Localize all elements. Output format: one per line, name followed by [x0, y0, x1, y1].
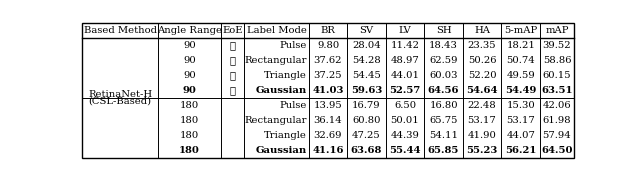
Text: 48.97: 48.97: [390, 56, 419, 65]
Text: 54.28: 54.28: [352, 56, 381, 65]
Text: 90: 90: [183, 71, 196, 80]
Text: (CSL-Based): (CSL-Based): [88, 97, 152, 106]
Text: SH: SH: [436, 26, 451, 35]
Text: 11.42: 11.42: [390, 41, 420, 50]
Text: 64.50: 64.50: [541, 146, 573, 155]
Text: 180: 180: [180, 116, 199, 125]
Text: Based Method: Based Method: [84, 26, 157, 35]
Text: 16.79: 16.79: [352, 101, 381, 110]
Text: 180: 180: [180, 101, 199, 110]
Text: 63.51: 63.51: [541, 86, 573, 95]
Text: 42.06: 42.06: [543, 101, 572, 110]
Text: 53.17: 53.17: [468, 116, 497, 125]
Text: EoE: EoE: [222, 26, 243, 35]
Text: 50.26: 50.26: [468, 56, 496, 65]
Text: 41.03: 41.03: [312, 86, 344, 95]
Text: ✓: ✓: [229, 71, 236, 80]
Text: LV: LV: [399, 26, 412, 35]
Text: 90: 90: [183, 41, 196, 50]
Text: 62.59: 62.59: [429, 56, 458, 65]
Text: 28.04: 28.04: [352, 41, 381, 50]
Text: Rectangular: Rectangular: [244, 116, 307, 125]
Text: HA: HA: [474, 26, 490, 35]
Text: 63.68: 63.68: [351, 146, 382, 155]
Text: 59.63: 59.63: [351, 86, 382, 95]
Text: 60.80: 60.80: [352, 116, 381, 125]
Text: Gaussian: Gaussian: [255, 146, 307, 155]
Text: 18.43: 18.43: [429, 41, 458, 50]
Text: 41.90: 41.90: [468, 131, 497, 140]
Text: 55.23: 55.23: [467, 146, 498, 155]
Text: 39.52: 39.52: [543, 41, 572, 50]
Text: 44.39: 44.39: [390, 131, 419, 140]
Text: 49.59: 49.59: [506, 71, 535, 80]
Text: ✓: ✓: [229, 41, 236, 50]
Text: 22.48: 22.48: [468, 101, 497, 110]
Text: 6.50: 6.50: [394, 101, 416, 110]
Text: Triangle: Triangle: [264, 131, 307, 140]
Text: Label Mode: Label Mode: [247, 26, 307, 35]
Text: 65.85: 65.85: [428, 146, 460, 155]
Text: 32.69: 32.69: [314, 131, 342, 140]
Text: Rectangular: Rectangular: [244, 56, 307, 65]
Text: 64.56: 64.56: [428, 86, 460, 95]
Text: 13.95: 13.95: [314, 101, 342, 110]
Text: 44.01: 44.01: [390, 71, 420, 80]
Text: 180: 180: [180, 131, 199, 140]
Text: ✓: ✓: [229, 56, 236, 65]
Text: 16.80: 16.80: [429, 101, 458, 110]
Text: 90: 90: [183, 56, 196, 65]
Text: 54.45: 54.45: [352, 71, 381, 80]
Text: SV: SV: [360, 26, 374, 35]
Text: 60.03: 60.03: [429, 71, 458, 80]
Text: 57.94: 57.94: [543, 131, 572, 140]
Text: 9.80: 9.80: [317, 41, 339, 50]
Text: 36.14: 36.14: [314, 116, 342, 125]
Text: mAP: mAP: [545, 26, 569, 35]
Text: 5-mAP: 5-mAP: [504, 26, 538, 35]
Text: 60.15: 60.15: [543, 71, 572, 80]
Text: 50.74: 50.74: [506, 56, 535, 65]
Text: Triangle: Triangle: [264, 71, 307, 80]
Text: 54.11: 54.11: [429, 131, 458, 140]
Text: 37.25: 37.25: [314, 71, 342, 80]
Text: 44.07: 44.07: [506, 131, 535, 140]
Text: BR: BR: [321, 26, 335, 35]
Text: 50.01: 50.01: [390, 116, 419, 125]
Text: 90: 90: [182, 86, 196, 95]
Text: Pulse: Pulse: [280, 101, 307, 110]
Text: 52.20: 52.20: [468, 71, 497, 80]
Text: 65.75: 65.75: [429, 116, 458, 125]
Text: 15.30: 15.30: [506, 101, 535, 110]
Text: 53.17: 53.17: [506, 116, 535, 125]
Text: 180: 180: [179, 146, 200, 155]
Text: 54.64: 54.64: [467, 86, 498, 95]
Text: Angle Range: Angle Range: [157, 26, 222, 35]
Text: 41.16: 41.16: [312, 146, 344, 155]
Text: ✓: ✓: [229, 86, 236, 95]
Text: 55.44: 55.44: [389, 146, 420, 155]
Text: 37.62: 37.62: [314, 56, 342, 65]
Text: Gaussian: Gaussian: [255, 86, 307, 95]
Text: 58.86: 58.86: [543, 56, 572, 65]
Text: 56.21: 56.21: [505, 146, 536, 155]
Text: RetinaNet-H: RetinaNet-H: [88, 90, 152, 99]
Text: 52.57: 52.57: [389, 86, 420, 95]
Text: 61.98: 61.98: [543, 116, 572, 125]
Text: 54.49: 54.49: [505, 86, 536, 95]
Text: 23.35: 23.35: [468, 41, 497, 50]
Text: 47.25: 47.25: [352, 131, 381, 140]
Text: 18.21: 18.21: [506, 41, 535, 50]
Text: Pulse: Pulse: [280, 41, 307, 50]
